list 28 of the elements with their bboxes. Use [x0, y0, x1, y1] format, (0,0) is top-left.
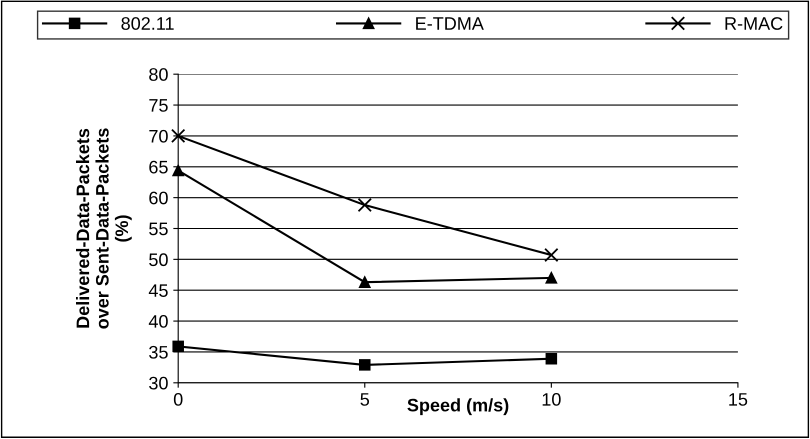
point: [171, 128, 186, 144]
y-tick-label: 45: [148, 284, 168, 297]
point: [546, 352, 558, 364]
point: [358, 198, 372, 212]
legend-label: 802.11: [121, 17, 174, 30]
x-axis-title: Speed (m/s): [407, 398, 508, 416]
point: [359, 359, 371, 371]
x-tick-label: 10: [542, 393, 561, 406]
point: [172, 340, 184, 352]
y-tick-label: 75: [149, 99, 168, 112]
y-tick-label: 50: [149, 253, 168, 266]
legend-label: R-MAC: [726, 17, 783, 30]
y-tick-label: 60: [149, 192, 168, 204]
legend-label: E-TDMA: [416, 17, 484, 30]
x-tick-label: 5: [360, 393, 370, 406]
y-tick-label: 80: [149, 68, 168, 81]
y-tick-label: 35: [149, 346, 168, 359]
y-tick-label: 30: [149, 376, 168, 390]
x-tick-label: 15: [729, 393, 748, 406]
point: [544, 248, 558, 262]
y-tick-label: 55: [149, 222, 168, 236]
y-tick-label: 70: [149, 130, 168, 143]
y-axis-title: Delivered-Data-Packets over Sent-Data-Packets (%): [76, 128, 132, 329]
point: [359, 276, 371, 288]
point: [546, 272, 558, 284]
y-tick-label: 40: [148, 315, 168, 328]
y-tick-label: 65: [149, 160, 168, 174]
x-tick-label: 0: [174, 393, 183, 406]
